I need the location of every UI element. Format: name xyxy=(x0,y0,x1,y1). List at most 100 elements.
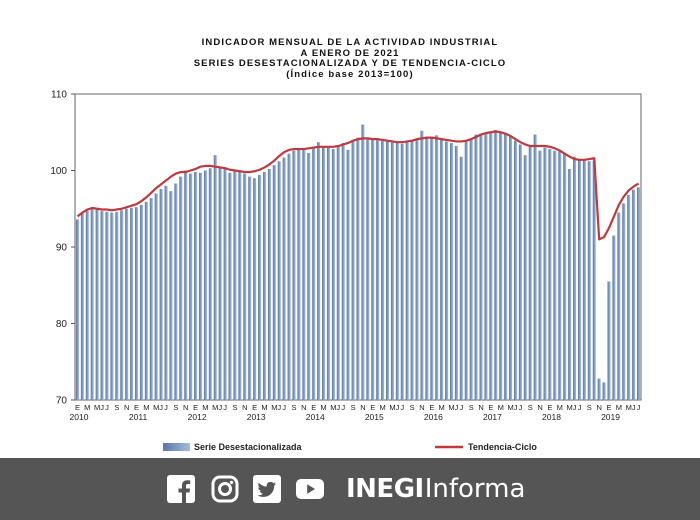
x-month-label: M xyxy=(507,403,513,412)
bar xyxy=(169,191,173,400)
x-month-label: J xyxy=(105,403,109,412)
bar xyxy=(518,144,522,400)
bar xyxy=(410,140,414,400)
bar xyxy=(95,209,99,400)
bar xyxy=(479,133,483,400)
bar xyxy=(558,151,562,401)
bar xyxy=(513,140,518,400)
trend-line xyxy=(76,130,640,241)
bar xyxy=(469,138,473,400)
bar xyxy=(80,213,84,400)
bar xyxy=(415,138,419,400)
bar xyxy=(582,160,586,400)
bar xyxy=(440,139,444,400)
bar xyxy=(420,130,424,400)
x-month-label: E xyxy=(429,403,434,412)
x-month-label: S xyxy=(469,403,474,412)
x-month-label: E xyxy=(488,403,493,412)
bar xyxy=(386,140,390,400)
x-month-label: M xyxy=(202,403,208,412)
bar xyxy=(400,143,404,400)
bar xyxy=(100,211,104,400)
bar xyxy=(159,188,163,400)
x-year-label: 2013 xyxy=(247,412,266,422)
bar xyxy=(262,172,267,400)
bar xyxy=(597,378,601,400)
bar xyxy=(563,153,567,400)
bar xyxy=(341,142,345,400)
x-month-label: N xyxy=(183,403,188,412)
chart-title-line-4: (Índice base 2013=100) xyxy=(286,68,414,80)
bar xyxy=(454,146,458,400)
y-tick-label: 90 xyxy=(56,243,68,254)
x-year-label: 2015 xyxy=(365,412,384,422)
bar xyxy=(617,212,621,400)
x-month-label: M xyxy=(94,403,100,412)
twitter-icon[interactable] xyxy=(253,475,281,503)
chart-title-line-2: A ENERO DE 2021 xyxy=(300,47,400,59)
x-year-label: 2017 xyxy=(483,412,502,422)
bar xyxy=(144,201,148,400)
x-month-label: E xyxy=(547,403,552,412)
x-month-label: N xyxy=(301,403,306,412)
legend-swatch-bars xyxy=(163,443,190,451)
bar xyxy=(203,170,207,400)
x-month-label: S xyxy=(232,403,237,412)
bar xyxy=(445,141,449,400)
bar xyxy=(371,138,375,400)
x-month-label: M xyxy=(212,403,218,412)
facebook-icon[interactable] xyxy=(167,475,195,503)
bar xyxy=(405,142,409,400)
bar xyxy=(435,135,439,400)
chart-title: INDICADOR MENSUAL DE LA ACTIVIDAD INDUST… xyxy=(0,37,700,80)
bar xyxy=(302,148,306,400)
bar xyxy=(312,148,316,400)
bar xyxy=(538,150,542,400)
x-month-label: J xyxy=(637,403,641,412)
chart-title-line-1: INDICADOR MENSUAL DE LA ACTIVIDAD INDUST… xyxy=(201,37,499,48)
bar xyxy=(228,172,232,400)
bar xyxy=(376,139,380,400)
bar xyxy=(154,193,158,400)
bar xyxy=(351,141,355,400)
bar xyxy=(282,157,286,400)
bar xyxy=(218,166,222,400)
bar xyxy=(553,150,557,400)
x-month-label: J xyxy=(400,403,404,412)
x-month-label: S xyxy=(173,403,178,412)
bar xyxy=(361,124,365,400)
bar xyxy=(105,211,109,400)
bar xyxy=(587,161,591,400)
bar xyxy=(577,159,581,400)
instagram-icon[interactable] xyxy=(211,475,239,503)
x-month-label: N xyxy=(242,403,247,412)
bar xyxy=(523,155,527,400)
bar xyxy=(381,139,385,400)
x-month-label: S xyxy=(292,403,297,412)
bar xyxy=(390,142,394,400)
bar xyxy=(115,211,119,400)
x-year-label: 2011 xyxy=(129,412,148,422)
youtube-icon[interactable] xyxy=(296,475,324,503)
bar xyxy=(253,178,257,400)
bar xyxy=(272,165,276,400)
bar xyxy=(292,150,296,400)
x-month-label: M xyxy=(389,403,395,412)
legend-label-line: Tendencia-Ciclo xyxy=(468,442,537,452)
x-month-label: N xyxy=(478,403,483,412)
bar xyxy=(449,142,454,400)
x-month-label: S xyxy=(410,403,415,412)
x-month-label: M xyxy=(320,403,326,412)
bar xyxy=(637,187,641,400)
bar xyxy=(336,145,340,400)
bar xyxy=(85,210,89,400)
bar xyxy=(297,149,301,400)
bar xyxy=(326,147,330,400)
bar xyxy=(90,208,94,400)
bar xyxy=(499,131,503,401)
bar xyxy=(346,149,350,400)
x-month-label: N xyxy=(596,403,601,412)
bar xyxy=(184,170,188,400)
bar xyxy=(366,138,370,400)
